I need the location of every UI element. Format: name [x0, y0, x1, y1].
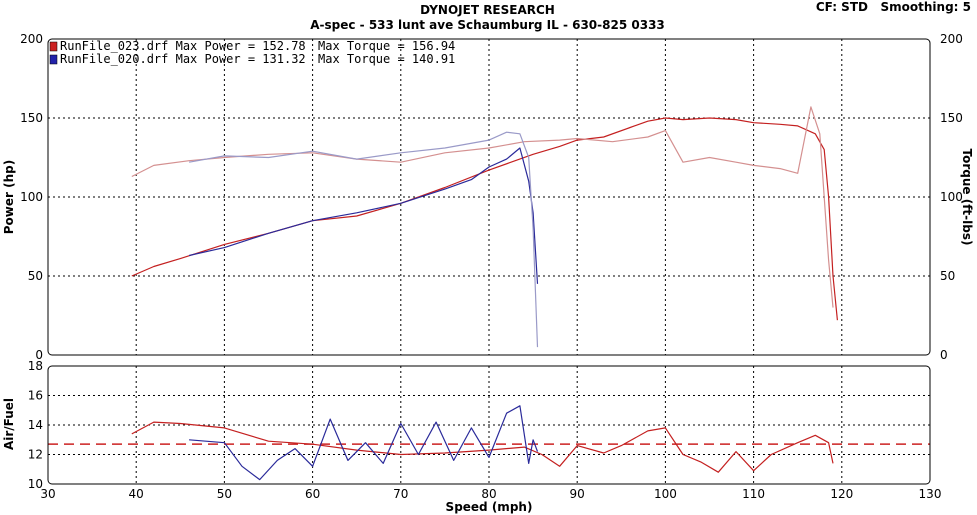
x-axis-title: Speed (mph) — [446, 500, 533, 514]
y-tick-label-power: 50 — [28, 269, 43, 283]
y-axis-title-torque: Torque (ft-lbs) — [960, 149, 974, 246]
legend: RunFile_023.drf Max Power = 152.78 Max To… — [49, 39, 455, 66]
y-tick-label-torque: 0 — [940, 348, 948, 362]
power-gridlines — [48, 39, 930, 355]
series-afr-line — [131, 421, 834, 473]
x-tick-label: 100 — [654, 487, 677, 501]
y-tick-label-airfuel: 18 — [28, 359, 43, 373]
x-tick-label: 70 — [393, 487, 408, 501]
y-tick-label-torque: 150 — [940, 111, 963, 125]
airfuel-plot-frame — [47, 365, 931, 485]
x-tick-label: 40 — [129, 487, 144, 501]
airfuel-tick-labels: 10 12 14 16 18 30 40 50 60 70 80 90 100 110 120 130 — [28, 359, 942, 501]
series-torque-line — [188, 131, 539, 348]
settings-readout: CF: STD Smoothing: 5 — [815, 0, 971, 14]
y-tick-label-torque: 50 — [940, 269, 955, 283]
x-tick-label: 80 — [481, 487, 496, 501]
x-tick-label: 50 — [217, 487, 232, 501]
chart-title: DYNOJET RESEARCH — [420, 3, 555, 17]
y-tick-label-power: 100 — [20, 190, 43, 204]
y-tick-label-airfuel: 12 — [28, 448, 43, 462]
x-tick-label: 30 — [40, 487, 55, 501]
series-power-line — [188, 147, 539, 284]
y-tick-label-airfuel: 16 — [28, 389, 43, 403]
y-tick-label-airfuel: 14 — [28, 418, 43, 432]
y-tick-label-torque: 200 — [940, 32, 963, 46]
y-tick-label-power: 0 — [35, 348, 43, 362]
x-tick-label: 130 — [919, 487, 942, 501]
legend-label: RunFile_023.drf Max Power = 152.78 — [60, 39, 306, 53]
chart-subtitle: A-spec - 533 lunt ave Schaumburg IL - 63… — [310, 18, 665, 32]
airfuel-gridlines — [48, 366, 930, 484]
series-afr-line — [189, 405, 539, 481]
x-tick-label: 120 — [830, 487, 853, 501]
series-torque-line — [131, 106, 834, 308]
legend-swatch — [49, 54, 58, 65]
y-tick-label-power: 200 — [20, 32, 43, 46]
power-plot-frame — [47, 38, 931, 356]
legend-torque-label: Max Torque = 156.94 — [318, 39, 455, 53]
y-axis-title-airfuel: Air/Fuel — [2, 398, 16, 450]
y-axis-title-power: Power (hp) — [2, 160, 16, 234]
legend-label: RunFile_020.drf Max Power = 131.32 — [60, 52, 306, 66]
y-tick-label-torque: 100 — [940, 190, 963, 204]
legend-swatch — [49, 41, 58, 52]
x-tick-label: 90 — [570, 487, 585, 501]
y-tick-label-power: 150 — [20, 111, 43, 125]
airfuel-series — [48, 405, 930, 481]
power-torque-series — [131, 106, 838, 348]
power-tick-labels: 0 0 50 50 100 100 150 150 200 200 — [20, 32, 963, 362]
legend-torque-label: Max Torque = 140.91 — [318, 52, 455, 66]
x-tick-label: 60 — [305, 487, 320, 501]
x-tick-label: 110 — [742, 487, 765, 501]
y-tick-label-airfuel: 10 — [28, 477, 43, 491]
